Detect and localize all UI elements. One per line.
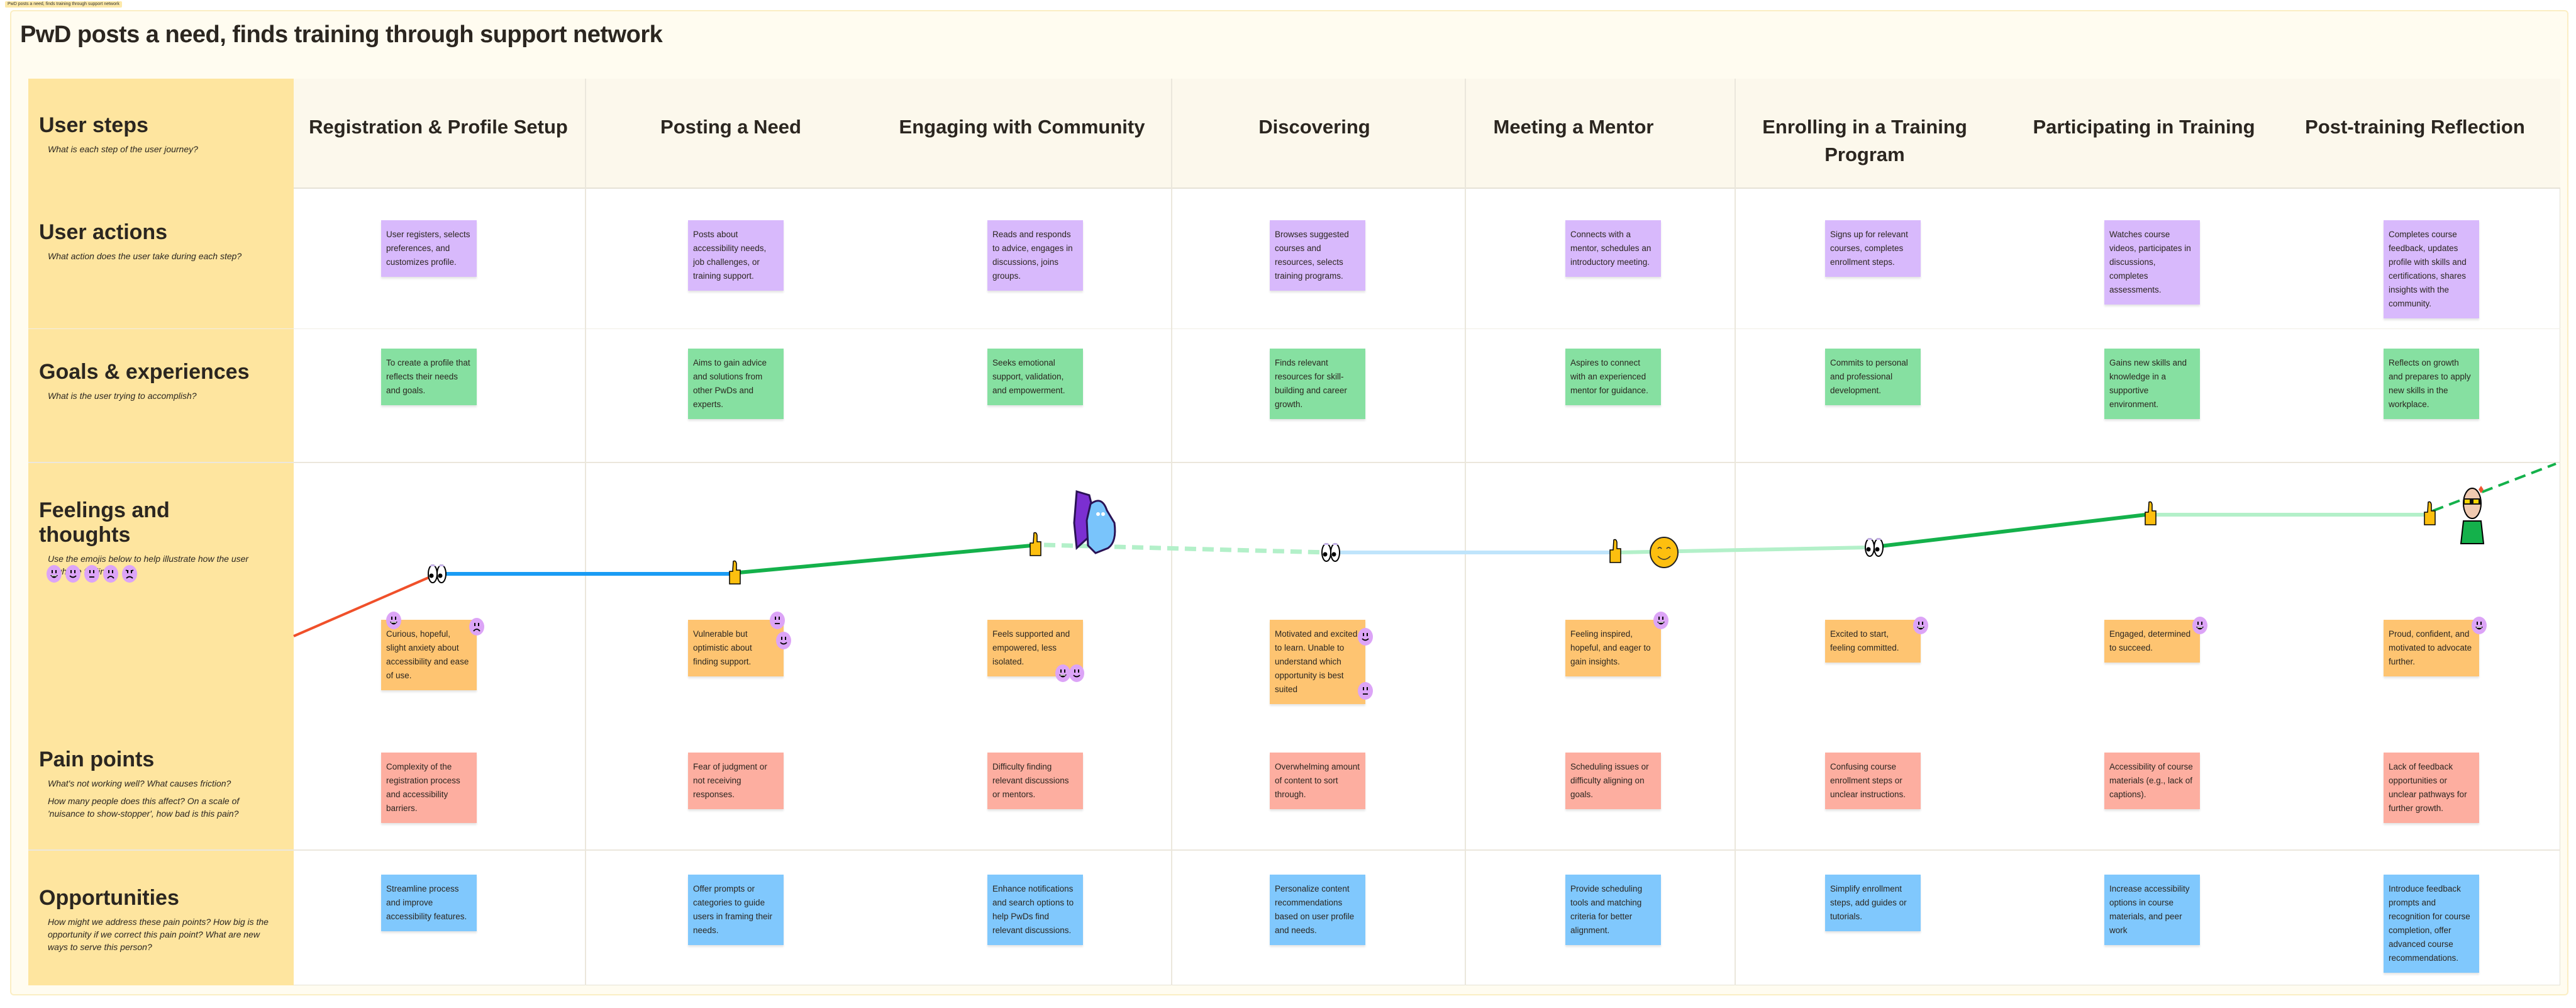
opportunity-note[interactable]: Streamline process and improve accessibi… — [381, 875, 477, 931]
row-label-opportunities: Opportunities How might we address these… — [39, 886, 272, 953]
row-label-user-steps: User steps What is each step of the user… — [39, 113, 198, 155]
very-happy-face-icon[interactable] — [386, 611, 401, 630]
feeling-note[interactable]: Curious, hopeful, slight anxiety about a… — [381, 620, 477, 690]
goal-note[interactable]: Aspires to connect with an experienced m… — [1565, 349, 1661, 405]
opportunity-note[interactable]: Simplify enrollment steps, add guides or… — [1825, 875, 1921, 931]
user-action-note[interactable]: Watches course videos, participates in d… — [2104, 220, 2200, 305]
opportunity-note[interactable]: Provide scheduling tools and matching cr… — [1565, 875, 1661, 945]
goal-note[interactable]: To create a profile that reflects their … — [381, 349, 477, 405]
step-header: Discovering — [1258, 116, 1370, 138]
feeling-note[interactable]: Feeling inspired, hopeful, and eager to … — [1565, 620, 1661, 676]
happy-face-icon[interactable] — [1069, 664, 1084, 683]
row-label-goals: Goals & experiences What is the user try… — [39, 360, 250, 402]
row-title: Feelings and thoughts — [39, 498, 170, 547]
step-header: Enrolling in a Training Program — [1762, 116, 1967, 165]
goal-note[interactable]: Finds relevant resources for skill-build… — [1270, 349, 1365, 419]
opportunity-note[interactable]: Personalize content recommendations base… — [1270, 875, 1365, 945]
very-happy-face-icon[interactable] — [1055, 664, 1070, 683]
opportunity-note[interactable]: Offer prompts or categories to guide use… — [688, 875, 784, 945]
goal-note[interactable]: Aims to gain advice and solutions from o… — [688, 349, 784, 419]
row-hint: What is the user trying to accomplish? — [48, 391, 197, 401]
step-header: Registration & Profile Setup — [309, 116, 568, 138]
feeling-note[interactable]: Excited to start, feeling committed. — [1825, 620, 1921, 663]
user-action-note[interactable]: Signs up for relevant courses, completes… — [1825, 220, 1921, 277]
very-happy-face-icon[interactable] — [1653, 611, 1668, 630]
row-title: User steps — [39, 113, 148, 137]
goal-note[interactable]: Gains new skills and knowledge in a supp… — [2104, 349, 2200, 419]
row-divider — [28, 328, 2560, 329]
row-divider — [28, 849, 2560, 851]
user-action-note[interactable]: Completes course feedback, updates profi… — [2384, 220, 2479, 318]
very-happy-face-icon[interactable] — [47, 564, 62, 586]
row-title: Goals & experiences — [39, 360, 250, 384]
step-header: Participating in Training — [2033, 116, 2255, 138]
emoji-legend — [47, 564, 137, 586]
row-hint: What action does the user take during ea… — [48, 251, 242, 261]
feeling-note[interactable]: Motivated and excited to learn. Unable t… — [1270, 620, 1365, 704]
row-title: User actions — [39, 220, 168, 244]
happy-face-icon[interactable] — [776, 631, 791, 650]
sad-face-icon[interactable] — [103, 564, 118, 586]
row-label-user-actions: User actions What action does the user t… — [39, 220, 242, 262]
feeling-note[interactable]: Proud, confident, and motivated to advoc… — [2384, 620, 2479, 676]
row-hint: What's not working well? What causes fri… — [48, 778, 231, 788]
row-hint-secondary: How many people does this affect? On a s… — [48, 796, 240, 819]
user-action-note[interactable]: Posts about accessibility needs, job cha… — [688, 220, 784, 291]
pain-point-note[interactable]: Complexity of the registration process a… — [381, 753, 477, 823]
row-hint: What is each step of the user journey? — [48, 144, 198, 154]
very-happy-face-icon[interactable] — [2472, 616, 2487, 635]
opportunity-note[interactable]: Introduce feedback prompts and recogniti… — [2384, 875, 2479, 973]
steps-header-band — [294, 79, 2560, 189]
feeling-note[interactable]: Engaged, determined to succeed. — [2104, 620, 2200, 663]
user-action-note[interactable]: Reads and responds to advice, engages in… — [987, 220, 1083, 291]
row-hint: How might we address these pain points? … — [48, 917, 269, 952]
column-divider — [1171, 79, 1172, 985]
happy-face-icon[interactable] — [65, 564, 80, 586]
column-divider — [1465, 79, 1466, 985]
pain-point-note[interactable]: Accessibility of course materials (e.g.,… — [2104, 753, 2200, 809]
goal-note[interactable]: Commits to personal and professional dev… — [1825, 349, 1921, 405]
column-divider — [585, 79, 586, 985]
feeling-note[interactable]: Feels supported and empowered, less isol… — [987, 620, 1083, 676]
page-title: PwD posts a need, finds training through… — [20, 21, 663, 48]
user-action-note[interactable]: Browses suggested courses and resources,… — [1270, 220, 1365, 291]
step-header: Meeting a Mentor — [1493, 116, 1654, 138]
neutral-face-icon[interactable] — [770, 611, 785, 630]
angry-face-icon[interactable] — [122, 564, 137, 586]
feeling-note[interactable]: Vulnerable but optimistic about finding … — [688, 620, 784, 676]
pain-point-note[interactable]: Difficulty finding relevant discussions … — [987, 753, 1083, 809]
frame-tag[interactable]: PwD posts a need, finds training through… — [5, 1, 122, 8]
opportunity-note[interactable]: Increase accessibility options in course… — [2104, 875, 2200, 945]
pain-point-note[interactable]: Lack of feedback opportunities or unclea… — [2384, 753, 2479, 823]
pain-point-note[interactable]: Confusing course enrollment steps or unc… — [1825, 753, 1921, 809]
step-header: Engaging with Community — [899, 116, 1145, 138]
pain-point-note[interactable]: Scheduling issues or difficulty aligning… — [1565, 753, 1661, 809]
pain-point-note[interactable]: Overwhelming amount of content to sort t… — [1270, 753, 1365, 809]
pain-point-note[interactable]: Fear of judgment or not receiving respon… — [688, 753, 784, 809]
step-header: Posting a Need — [660, 116, 801, 138]
user-action-note[interactable]: Connects with a mentor, schedules an int… — [1565, 220, 1661, 277]
row-title: Pain points — [39, 748, 155, 771]
goal-note[interactable]: Seeks emotional support, validation, and… — [987, 349, 1083, 405]
user-action-note[interactable]: User registers, selects preferences, and… — [381, 220, 477, 277]
goal-note[interactable]: Reflects on growth and prepares to apply… — [2384, 349, 2479, 419]
row-title: Opportunities — [39, 886, 179, 910]
very-happy-face-icon[interactable] — [1913, 616, 1928, 635]
very-happy-face-icon[interactable] — [2192, 616, 2207, 635]
column-divider — [1735, 79, 1736, 985]
opportunity-note[interactable]: Enhance notifications and search options… — [987, 875, 1083, 945]
neutral-face-icon[interactable] — [84, 564, 99, 586]
happy-face-icon[interactable] — [1358, 627, 1373, 646]
row-label-pain-points: Pain points What's not working well? Wha… — [39, 748, 265, 820]
neutral-face-icon[interactable] — [1358, 681, 1373, 700]
row-labels-column — [28, 79, 294, 985]
step-header: Post-training Reflection — [2305, 116, 2525, 138]
sad-face-icon[interactable] — [469, 617, 484, 636]
row-divider — [28, 462, 2560, 463]
